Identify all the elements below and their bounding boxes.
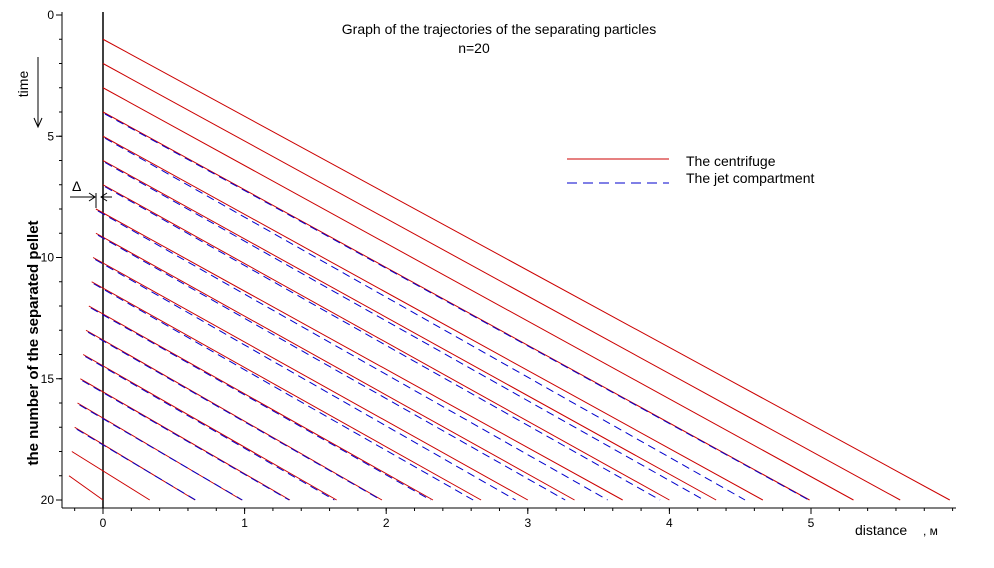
x-tick-label: 0 xyxy=(100,516,107,530)
centrifuge-trajectory xyxy=(102,87,854,501)
jet-compartment-trajectory xyxy=(84,356,335,501)
centrifuge-trajectory xyxy=(92,257,529,501)
legend-centrifuge-label: The centrifuge xyxy=(686,153,776,169)
centrifuge-trajectory xyxy=(95,232,575,501)
chart-subtitle: n=20 xyxy=(458,40,490,56)
x-tick-label: 3 xyxy=(524,516,531,530)
legend-jet-label: The jet compartment xyxy=(686,170,814,186)
jet-compartment-trajectory xyxy=(104,137,746,501)
jet-compartment-trajectory xyxy=(87,331,382,501)
legend: The centrifuge The jet compartment xyxy=(567,153,814,186)
x-axis-unit: , м xyxy=(923,524,938,538)
centrifuge-trajectory xyxy=(102,63,901,501)
delta-label: Δ xyxy=(72,178,81,194)
jet-compartment-trajectory xyxy=(94,259,516,501)
jet-compartment-trajectory xyxy=(104,162,705,501)
delta-arrow-right-head xyxy=(100,192,108,202)
y-tick-label: 20 xyxy=(41,493,55,507)
x-tick-label: 2 xyxy=(383,516,390,530)
jet-compartment-trajectory xyxy=(97,210,608,501)
y-tick-label: 10 xyxy=(41,251,55,265)
time-arrow-head xyxy=(33,117,43,129)
centrifuge-trajectory xyxy=(102,184,670,501)
x-tick-label: 4 xyxy=(666,516,673,530)
centrifuge-trajectory xyxy=(102,160,717,501)
jet-compartment-series xyxy=(76,113,809,501)
x-axis-label: distance xyxy=(855,522,907,538)
centrifuge-trajectory xyxy=(102,135,764,501)
x-tick-label: 1 xyxy=(241,516,248,530)
jet-compartment-trajectory xyxy=(97,234,566,501)
trajectories xyxy=(68,38,951,501)
centrifuge-trajectory xyxy=(80,378,291,501)
centrifuge-trajectory xyxy=(85,329,383,501)
jet-compartment-trajectory xyxy=(104,113,809,501)
y-tick-label: 15 xyxy=(41,372,55,386)
y-axis-label: the number of the separated pellet xyxy=(25,220,42,465)
centrifuge-trajectory xyxy=(102,38,951,501)
centrifuge-trajectory xyxy=(71,451,150,501)
jet-compartment-trajectory xyxy=(104,186,661,501)
centrifuge-trajectory xyxy=(91,281,482,501)
y-tick-label: 5 xyxy=(47,129,54,143)
time-label: time xyxy=(15,71,31,98)
ticks: 0 1 2 3 4 5 0 5 10 15 20 xyxy=(41,8,954,530)
jet-compartment-trajectory xyxy=(82,380,290,501)
delta-marker: Δ xyxy=(70,178,112,208)
x-tick-label: 5 xyxy=(808,516,815,530)
time-indicator: time xyxy=(15,57,43,129)
jet-compartment-trajectory xyxy=(90,307,431,501)
chart-title: Graph of the trajectories of the separat… xyxy=(342,21,656,37)
centrifuge-trajectory xyxy=(82,354,337,501)
centrifuge-trajectory xyxy=(95,208,623,501)
centrifuge-trajectory xyxy=(68,475,104,501)
delta-arrow-left-head xyxy=(88,192,96,202)
axes xyxy=(61,12,956,509)
jet-compartment-trajectory xyxy=(79,404,243,501)
jet-compartment-trajectory xyxy=(76,428,196,501)
jet-compartment-trajectory xyxy=(93,283,474,501)
centrifuge-trajectory xyxy=(88,305,434,501)
y-tick-label: 0 xyxy=(47,8,54,22)
